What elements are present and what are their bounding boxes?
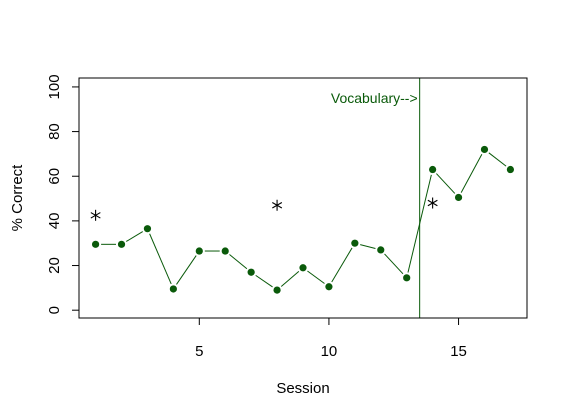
data-point (143, 225, 152, 233)
data-point (480, 145, 489, 154)
x-axis-label: Session (276, 380, 329, 397)
data-point (506, 165, 515, 174)
phase-label: Vocabulary--> (331, 90, 418, 106)
series-segment (125, 231, 143, 242)
series-points (91, 145, 515, 294)
series-segment (149, 233, 172, 285)
y-axis: 0 20 40 60 80 100 (46, 74, 80, 314)
asterisk-stroke (90, 212, 101, 219)
asterisk-points (90, 197, 438, 221)
data-point (377, 246, 385, 254)
x-tick-label: 5 (195, 343, 203, 360)
series-segment (436, 173, 456, 194)
y-tick-label: 20 (46, 257, 63, 274)
series-segment (488, 152, 507, 167)
asterisk-stroke (272, 202, 283, 209)
data-point (351, 239, 359, 247)
data-point (169, 285, 177, 293)
data-point (325, 283, 333, 291)
series-segment (360, 244, 376, 250)
y-tick-label: 100 (46, 74, 63, 99)
data-point (299, 264, 307, 272)
data-point (221, 247, 229, 255)
y-tick-label: 0 (46, 306, 63, 314)
data-point (195, 247, 203, 255)
series-segment (331, 247, 353, 283)
series-segment (176, 255, 197, 285)
data-point (91, 240, 100, 248)
x-tick-label: 15 (450, 343, 467, 360)
asterisk-stroke (427, 199, 438, 207)
data-point (454, 193, 463, 202)
data-point (429, 165, 437, 174)
data-point (117, 240, 126, 248)
asterisk-point (272, 199, 283, 211)
x-tick-label: 10 (321, 343, 338, 360)
data-point (403, 274, 411, 282)
asterisk-point (427, 197, 438, 209)
x-axis: 5 10 15 (195, 317, 467, 360)
series-segment (229, 254, 248, 270)
data-point (273, 286, 281, 294)
series-segment (280, 270, 300, 287)
series-segment (460, 154, 483, 193)
series-segment (255, 274, 273, 288)
y-tick-label: 60 (46, 168, 63, 185)
asterisk-point (90, 209, 101, 221)
y-axis-label: % Correct (9, 164, 26, 232)
series-segment (307, 270, 325, 284)
y-tick-label: 80 (46, 123, 63, 140)
y-tick-label: 40 (46, 213, 63, 230)
series-segment (384, 253, 404, 275)
phase-change: Vocabulary--> (331, 78, 421, 318)
data-point (247, 268, 255, 276)
